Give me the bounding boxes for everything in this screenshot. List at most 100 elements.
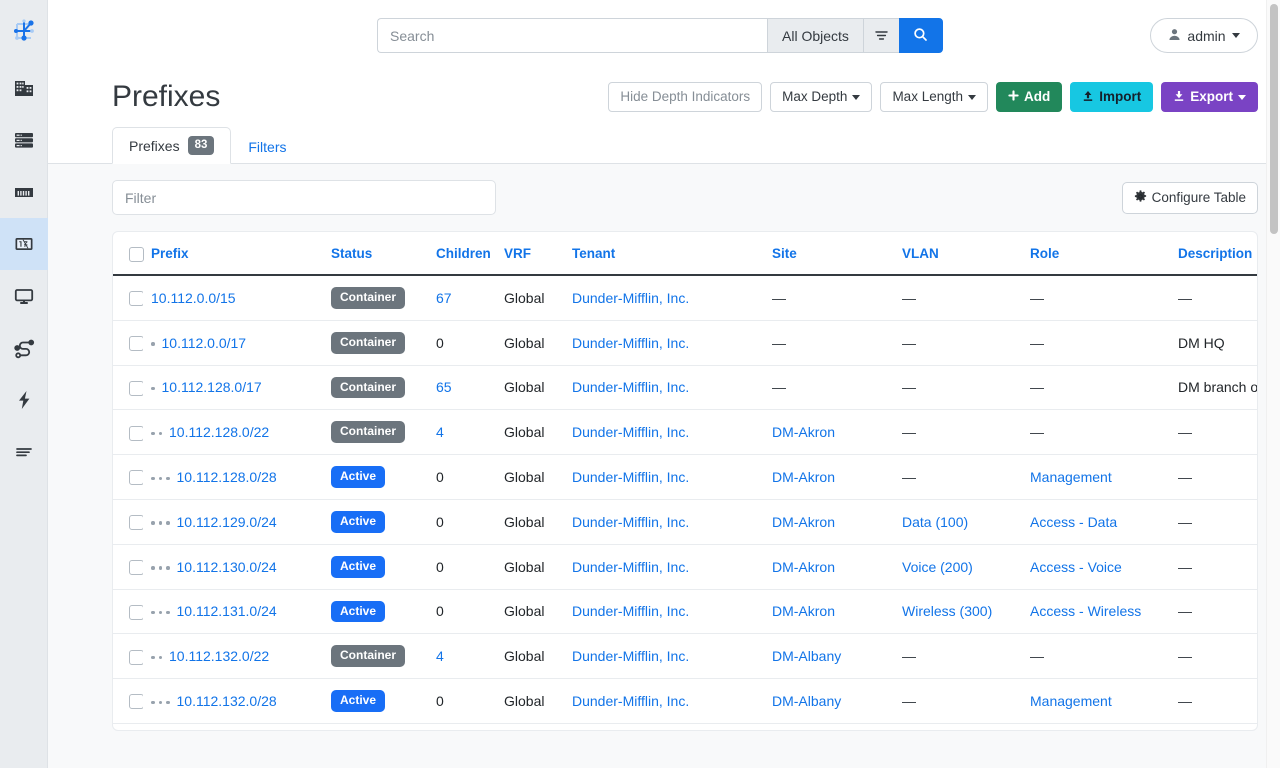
filter-input[interactable] [112,180,496,215]
page-scrollbar[interactable] [1266,0,1280,768]
row-checkbox[interactable] [129,336,143,352]
prefix-link[interactable]: 10.112.128.0/28 [176,469,277,486]
column-header-status[interactable]: Status [323,232,428,276]
export-dropdown[interactable]: Export [1161,82,1258,112]
cell-tenant-value[interactable]: Dunder-Mifflin, Inc. [572,379,690,396]
table-row[interactable]: 10.112.128.0/28 Active 0 Global Dunder-Miffl… [113,454,1257,500]
table-row[interactable]: 10.112.131.0/24 Active 0 Global Dunder-Miffl… [113,589,1257,635]
sidebar-item-ipam[interactable] [0,218,48,270]
table-row[interactable]: 10.112.132.0/22 Container 4 Global Dunder-Mi… [113,633,1257,680]
prefix-link[interactable]: 10.112.132.0/28 [176,693,277,709]
cell-site-value[interactable]: DM-Akron [772,424,836,441]
children-count[interactable]: 4 [436,648,444,665]
cell-vlan-value[interactable]: Data (100) [902,513,969,530]
row-checkbox[interactable] [129,649,143,665]
sidebar-item-organization[interactable] [0,62,48,114]
sidebar-item-circuits[interactable] [0,322,48,374]
cell-site-value[interactable]: DM-Albany [772,648,842,665]
row-checkbox[interactable] [129,604,143,620]
cell-site-value[interactable]: DM-Akron [772,469,836,486]
select-all-checkbox[interactable] [129,246,144,262]
cell-site-value[interactable]: DM-Akron [772,558,836,575]
search-scope-dropdown[interactable]: All Objects [767,18,863,53]
sidebar-item-virtualization[interactable] [0,270,48,322]
sidebar-item-power[interactable] [0,374,48,426]
cell-tenant-value[interactable]: Dunder-Mifflin, Inc. [572,558,690,575]
prefix-link[interactable]: 10.112.130.0/24 [176,558,277,575]
max-depth-dropdown[interactable]: Max Depth [770,82,873,112]
row-checkbox[interactable] [129,470,143,486]
tab-filters[interactable]: Filters [231,130,303,164]
cell-site-value[interactable]: DM-Albany [772,693,842,709]
cell-site-value[interactable]: DM-Akron [772,603,836,620]
column-header-site[interactable]: Site [764,232,894,276]
column-header-prefix[interactable]: Prefix [143,232,323,276]
cell-vlan-value[interactable]: Wireless (300) [902,603,993,620]
prefix-link[interactable]: 10.112.0.0/17 [161,334,247,351]
sidebar-item-devices[interactable] [0,114,48,166]
cell-site: — [764,274,894,321]
search-input[interactable] [377,18,767,53]
prefix-link[interactable]: 10.112.131.0/24 [176,603,277,620]
prefix-link[interactable]: 10.112.129.0/24 [176,513,277,530]
children-count[interactable]: 4 [436,424,444,441]
page-scrollbar-thumb[interactable] [1270,4,1278,234]
cell-tenant-value[interactable]: Dunder-Mifflin, Inc. [572,424,690,441]
user-menu-button[interactable]: admin [1150,18,1258,53]
column-header-vlan[interactable]: VLAN [894,232,1022,276]
column-header-children[interactable]: Children [428,232,496,276]
cell-site-value[interactable]: DM-Akron [772,513,836,530]
cell-tenant-value[interactable]: Dunder-Mifflin, Inc. [572,648,690,665]
row-checkbox[interactable] [129,560,143,576]
cell-role-value[interactable]: Management [1030,469,1112,486]
cell-role-value[interactable]: Management [1030,693,1112,709]
prefix-link[interactable]: 10.112.132.0/22 [169,648,270,665]
sidebar-item-other[interactable] [0,426,48,478]
cell-tenant-value[interactable]: Dunder-Mifflin, Inc. [572,513,690,530]
cell-tenant-value[interactable]: Dunder-Mifflin, Inc. [572,469,690,486]
prefix-link[interactable]: 10.112.0.0/15 [151,289,236,306]
cell-tenant-value[interactable]: Dunder-Mifflin, Inc. [572,289,690,306]
column-header-role[interactable]: Role [1022,232,1170,276]
cell-description-value: DM branch offices [1178,379,1257,396]
netbox-logo-icon[interactable] [0,0,48,62]
row-checkbox[interactable] [129,380,143,396]
column-header-vrf[interactable]: VRF [496,232,564,276]
column-header-description[interactable]: Description [1170,232,1257,276]
table-row[interactable]: 10.112.128.0/22 Container 4 Global Dunder-Mi… [113,409,1257,456]
table-row[interactable]: 10.112.130.0/24 Active 0 Global Dunder-Miffl… [113,544,1257,590]
search-submit-button[interactable] [898,18,943,53]
cell-role-value[interactable]: Access - Wireless [1030,603,1142,620]
hide-depth-indicators-button[interactable]: Hide Depth Indicators [608,82,763,112]
cell-site: DM-Akron [764,544,894,590]
column-header-tenant[interactable]: Tenant [564,232,764,276]
row-checkbox[interactable] [129,515,143,531]
sidebar-item-connections[interactable] [0,166,48,218]
filter-icon[interactable] [862,18,899,53]
cell-tenant-value[interactable]: Dunder-Mifflin, Inc. [572,334,690,351]
cell-vlan-value: — [902,289,916,306]
table-row[interactable]: 10.112.0.0/17 Container 0 Global Dunder-Miff… [113,320,1257,366]
tab-prefixes[interactable]: Prefixes 83 [112,127,232,164]
table-row[interactable]: 10.112.133.0/24Active0GlobalDunder-Miffl… [113,723,1257,730]
cell-tenant-value[interactable]: Dunder-Mifflin, Inc. [572,603,690,620]
children-count[interactable]: 65 [436,379,452,396]
cell-role-value[interactable]: Access - Voice [1030,558,1122,575]
cell-vlan-value[interactable]: Voice (200) [902,558,973,575]
prefix-link[interactable]: 10.112.128.0/22 [169,424,270,441]
max-length-dropdown[interactable]: Max Length [880,82,988,112]
children-count[interactable]: 67 [436,289,452,306]
cell-role-value[interactable]: Access - Data [1030,513,1118,530]
row-checkbox[interactable] [129,291,143,307]
table-row[interactable]: 10.112.0.0/15 Container 67 Global Dunder-Mif… [113,274,1257,321]
add-button[interactable]: Add [995,82,1063,112]
table-row[interactable]: 10.112.132.0/28 Active 0 Global Dunder-Miffl… [113,678,1257,724]
table-row[interactable]: 10.112.128.0/17 Container 65 Global Dunder-M… [113,365,1257,411]
row-checkbox[interactable] [129,694,143,710]
configure-table-button[interactable]: Configure Table [1121,181,1258,214]
table-row[interactable]: 10.112.129.0/24 Active 0 Global Dunder-Miffl… [113,499,1257,545]
cell-tenant-value[interactable]: Dunder-Mifflin, Inc. [572,693,690,709]
prefix-link[interactable]: 10.112.128.0/17 [161,379,262,396]
import-button[interactable]: Import [1070,82,1154,112]
row-checkbox[interactable] [129,425,143,441]
